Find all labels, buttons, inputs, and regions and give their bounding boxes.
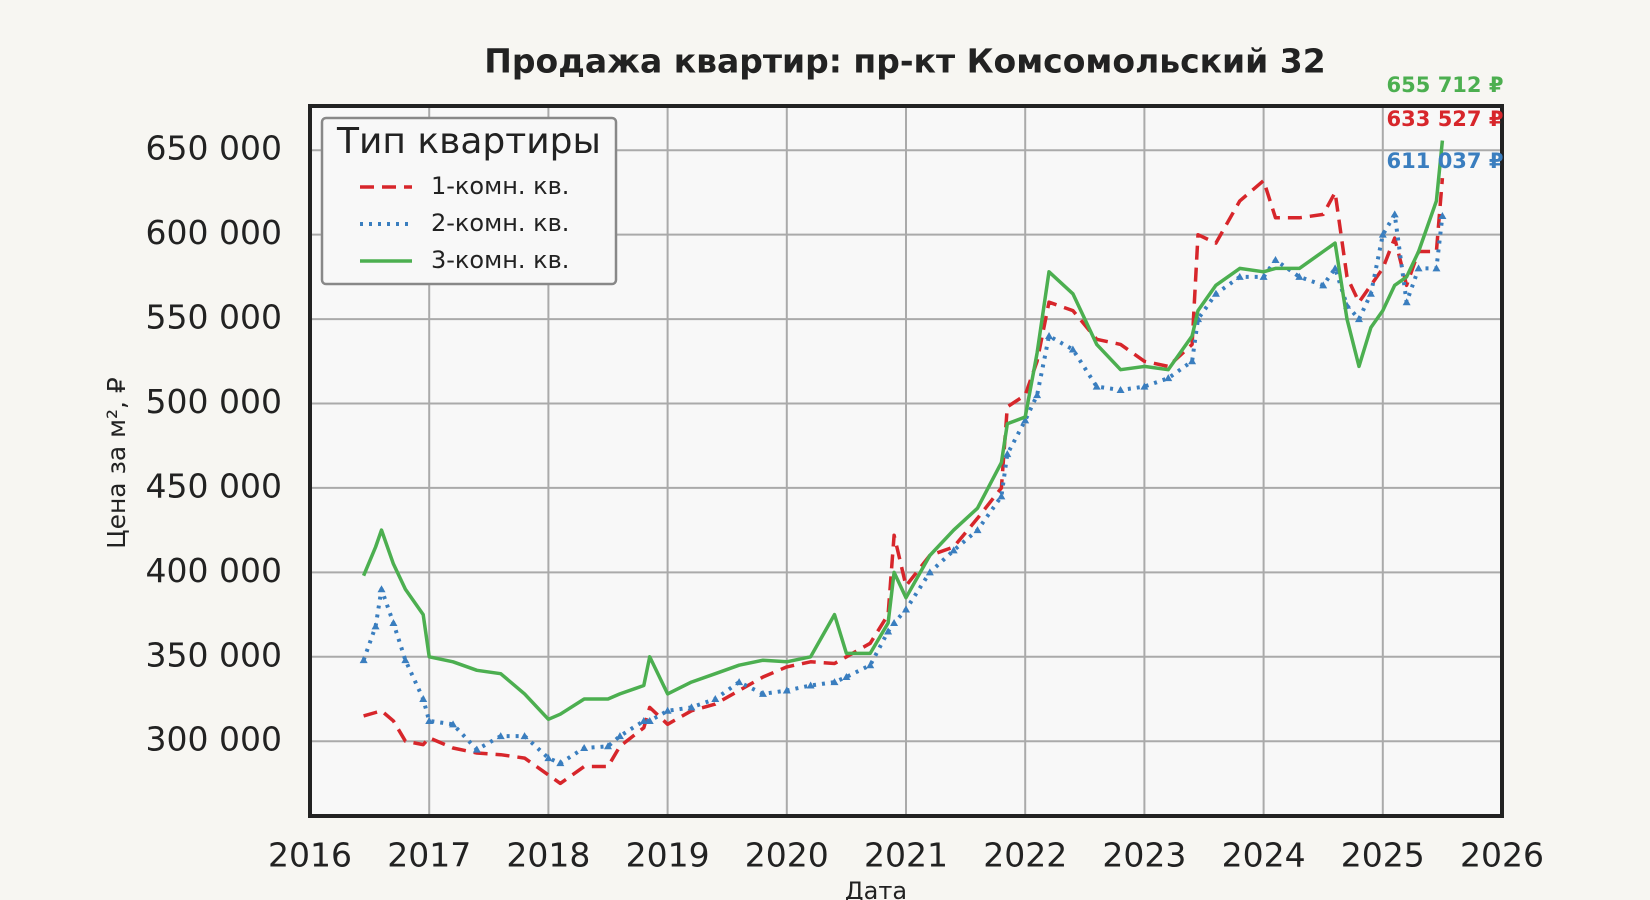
legend: Тип квартиры 1-комн. кв. 2-комн. кв. 3-комн… xyxy=(320,116,618,286)
point-marker xyxy=(556,759,565,767)
point-marker xyxy=(1402,298,1411,306)
point-marker xyxy=(639,716,648,724)
point-marker xyxy=(371,622,380,630)
point-marker xyxy=(520,732,529,740)
y-tick-label: 400 000 xyxy=(146,551,282,590)
point-marker xyxy=(711,694,720,702)
point-marker xyxy=(615,732,624,740)
x-tick-label: 2022 xyxy=(983,836,1067,875)
point-marker xyxy=(1390,210,1399,218)
point-marker xyxy=(1331,264,1340,272)
y-axis-label: Цена за м², ₽ xyxy=(102,377,131,549)
point-marker xyxy=(1211,289,1220,297)
x-tick-label: 2018 xyxy=(506,836,590,875)
point-marker xyxy=(645,716,654,724)
y-tick-label: 500 000 xyxy=(146,382,282,421)
point-marker xyxy=(401,656,410,664)
last-value-label: 655 712 ₽ xyxy=(1387,73,1504,97)
point-marker xyxy=(580,743,589,751)
x-tick-label: 2021 xyxy=(864,836,948,875)
y-tick-label: 450 000 xyxy=(146,466,282,505)
point-marker xyxy=(1164,374,1173,382)
x-tick-label: 2026 xyxy=(1460,836,1544,875)
point-marker xyxy=(949,546,958,554)
point-marker xyxy=(1271,255,1280,263)
point-marker xyxy=(449,720,458,728)
point-marker xyxy=(1438,212,1447,220)
point-marker xyxy=(782,686,791,694)
point-marker xyxy=(735,678,744,686)
plot-frame xyxy=(308,104,1504,818)
point-marker xyxy=(604,742,612,750)
point-marker xyxy=(902,605,910,613)
legend-label: 2-комн. кв. xyxy=(431,209,569,237)
point-marker xyxy=(1033,391,1042,399)
y-tick-label: 550 000 xyxy=(146,298,282,337)
point-marker xyxy=(890,619,899,627)
last-value-label: 633 527 ₽ xyxy=(1387,107,1504,131)
point-marker xyxy=(842,673,851,681)
point-marker xyxy=(687,703,696,711)
point-marker xyxy=(1295,272,1304,280)
point-marker xyxy=(1235,272,1244,280)
x-tick-label: 2023 xyxy=(1102,836,1186,875)
x-tick-label: 2019 xyxy=(626,836,710,875)
point-marker xyxy=(1378,230,1387,238)
y-tick-label: 650 000 xyxy=(146,129,282,168)
point-marker xyxy=(1414,264,1423,272)
point-marker xyxy=(866,661,875,669)
point-marker xyxy=(884,627,893,635)
legend-box xyxy=(320,116,618,286)
y-tick-label: 300 000 xyxy=(146,720,282,759)
point-marker xyxy=(419,694,428,702)
point-marker xyxy=(1319,281,1328,289)
chart-title: Продажа квартир: пр-кт Комсомольский 32 xyxy=(484,42,1325,81)
point-marker xyxy=(973,526,982,534)
point-marker xyxy=(806,681,815,689)
point-marker xyxy=(1354,315,1363,323)
x-tick-label: 2016 xyxy=(268,836,352,875)
series-line xyxy=(361,140,1445,722)
x-tick-label: 2025 xyxy=(1341,836,1425,875)
point-marker xyxy=(1366,289,1375,297)
point-marker xyxy=(1092,382,1101,390)
point-marker xyxy=(425,716,434,724)
point-marker xyxy=(1021,416,1030,424)
point-marker xyxy=(663,706,672,714)
point-marker xyxy=(1432,264,1441,272)
point-marker xyxy=(1259,272,1268,280)
legend-title: Тип квартиры xyxy=(336,121,601,162)
point-marker xyxy=(377,585,386,593)
point-marker xyxy=(359,656,368,664)
x-tick-label: 2020 xyxy=(745,836,829,875)
point-marker xyxy=(1003,450,1012,458)
point-marker xyxy=(1068,345,1077,353)
point-marker xyxy=(389,619,398,627)
x-axis-label: Дата xyxy=(845,877,907,900)
point-marker xyxy=(544,754,553,762)
legend-label: 3-комн. кв. xyxy=(431,246,569,274)
point-marker xyxy=(1116,386,1125,393)
point-marker xyxy=(496,732,505,740)
point-marker xyxy=(758,689,767,697)
point-marker xyxy=(997,492,1006,500)
last-value-label: 611 037 ₽ xyxy=(1387,149,1504,173)
y-tick-label: 350 000 xyxy=(146,635,282,674)
point-marker xyxy=(925,568,934,576)
point-marker xyxy=(1045,331,1054,339)
legend-label: 1-комн. кв. xyxy=(431,172,569,200)
point-marker xyxy=(830,678,839,686)
point-marker xyxy=(1188,357,1197,365)
y-tick-label: 600 000 xyxy=(146,213,282,252)
x-tick-label: 2017 xyxy=(387,836,471,875)
x-tick-label: 2024 xyxy=(1222,836,1306,875)
point-marker xyxy=(472,745,481,753)
point-marker xyxy=(1140,382,1149,390)
series-line xyxy=(363,177,1445,786)
